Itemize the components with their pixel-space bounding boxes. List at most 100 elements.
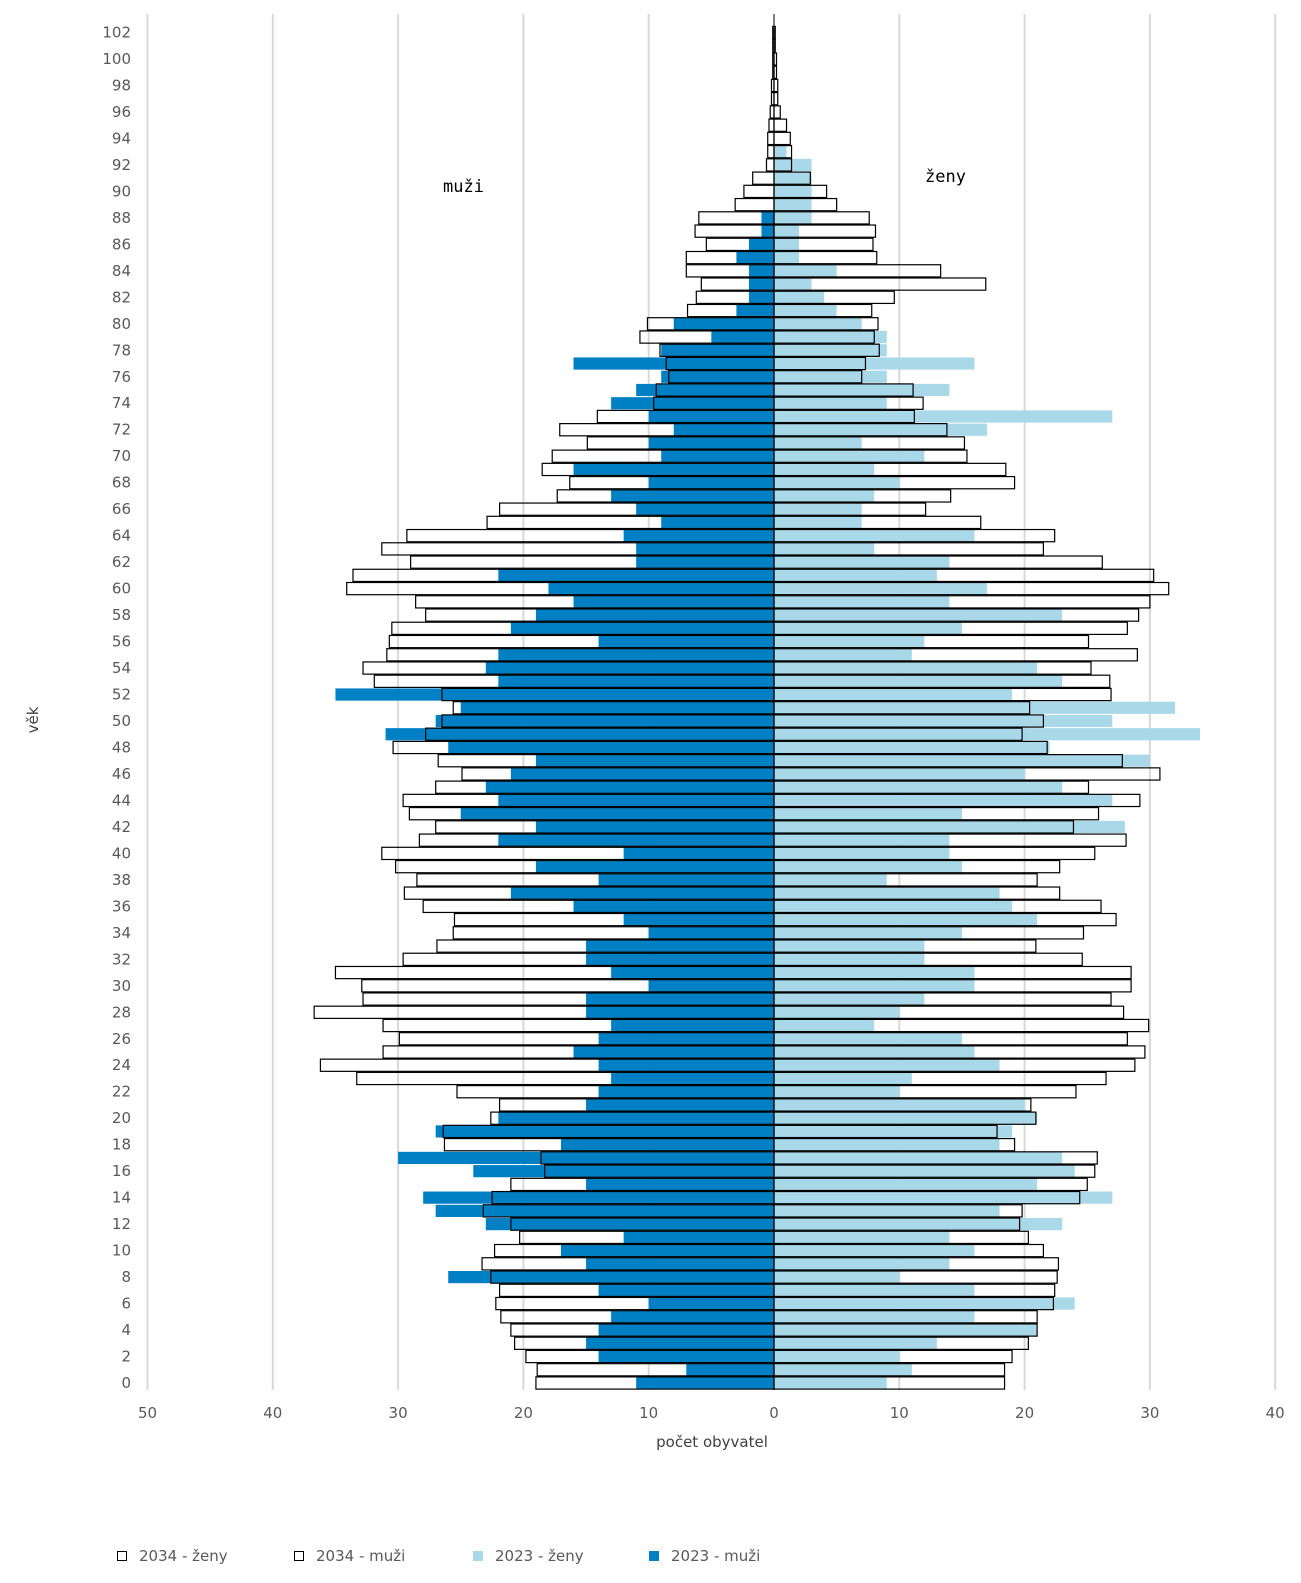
y-tick-label: 22 bbox=[112, 1083, 131, 1101]
bar-2023-eny-age-1 bbox=[774, 1363, 912, 1376]
bar-2023-eny-age-51 bbox=[774, 701, 1175, 714]
bar-2023-eny-age-59 bbox=[774, 595, 950, 608]
bar-2023-mui-age-64 bbox=[623, 529, 774, 542]
bar-2023-eny-age-20 bbox=[774, 1112, 1038, 1125]
bar-2023-eny-age-44 bbox=[774, 794, 1113, 807]
bar-2023-mui-age-58 bbox=[535, 608, 774, 622]
bar-2023-mui-age-63 bbox=[636, 542, 774, 555]
y-tick-label: 8 bbox=[121, 1268, 131, 1286]
bar-2023-mui-age-77 bbox=[573, 357, 774, 370]
bar-2023-mui-age-81 bbox=[736, 304, 774, 317]
bar-2023-mui-age-44 bbox=[498, 794, 774, 807]
bar-2023-eny-age-41 bbox=[774, 834, 950, 847]
y-tick-label: 26 bbox=[112, 1030, 131, 1048]
x-tick-label: 0 bbox=[769, 1404, 779, 1422]
bar-2023-mui-age-88 bbox=[761, 211, 774, 224]
y-tick-label: 64 bbox=[112, 527, 131, 545]
y-axis-title: věk bbox=[24, 706, 42, 733]
bar-2023-mui-age-3 bbox=[586, 1337, 774, 1350]
bar-2023-mui-age-25 bbox=[573, 1045, 774, 1059]
bar-2023-mui-age-86 bbox=[748, 238, 774, 251]
bar-2023-mui-age-36 bbox=[573, 900, 774, 913]
bar-2023-mui-age-8 bbox=[448, 1270, 774, 1284]
x-axis-title: počet obyvatel bbox=[656, 1433, 768, 1451]
bar-2023-eny-age-37 bbox=[774, 887, 1000, 900]
bar-2023-eny-age-62 bbox=[774, 556, 950, 569]
bar-2023-mui-age-29 bbox=[586, 992, 774, 1006]
bar-2023-eny-age-72 bbox=[774, 423, 988, 436]
bar-2023-eny-age-88 bbox=[774, 211, 812, 224]
bar-2023-mui-age-41 bbox=[498, 834, 774, 847]
bar-2023-eny-age-4 bbox=[774, 1323, 1038, 1337]
bar-2023-eny-age-73 bbox=[774, 410, 1113, 423]
y-tick-label: 66 bbox=[112, 500, 131, 518]
y-tick-label: 18 bbox=[112, 1136, 131, 1154]
x-tick-labels: 50 40 30 20 10 0 10 20 30 40 bbox=[138, 1404, 1285, 1422]
y-tick-label: 60 bbox=[112, 580, 131, 598]
y-tick-label: 46 bbox=[112, 765, 131, 783]
bar-2023-mui-age-27 bbox=[611, 1019, 774, 1032]
bar-2034-mui-age-95 bbox=[768, 118, 775, 132]
bar-2023-mui-age-4 bbox=[598, 1323, 774, 1337]
bar-2034-mui-age-96 bbox=[769, 105, 775, 119]
bar-2023-eny-age-27 bbox=[774, 1019, 875, 1032]
bar-2023-mui-age-87 bbox=[761, 225, 774, 238]
bar-2023-eny-age-9 bbox=[774, 1257, 950, 1270]
y-tick-label: 82 bbox=[112, 288, 131, 306]
bar-2023-eny-age-2 bbox=[774, 1350, 900, 1363]
bar-2023-mui-age-43 bbox=[460, 807, 774, 820]
bar-2023-eny-age-52 bbox=[774, 688, 1013, 701]
bar-2034-mui-age-91 bbox=[752, 171, 775, 185]
y-tick-label: 20 bbox=[112, 1109, 131, 1127]
x-tick-label: 20 bbox=[514, 1404, 533, 1422]
bar-2023-mui-age-24 bbox=[598, 1059, 774, 1072]
bar-2023-mui-age-32 bbox=[586, 953, 774, 966]
bar-2023-mui-age-65 bbox=[661, 516, 774, 529]
bar-2034-mui-age-93 bbox=[767, 144, 775, 159]
bar-2023-eny-age-12 bbox=[774, 1218, 1063, 1231]
bar-2023-eny-age-34 bbox=[774, 926, 962, 939]
legend-label: 2034 - muži bbox=[316, 1547, 406, 1565]
left-group-label: muži bbox=[443, 177, 484, 197]
bar-2023-mui-age-46 bbox=[510, 767, 774, 781]
bar-2023-mui-age-31 bbox=[611, 966, 774, 979]
bar-2023-mui-age-37 bbox=[510, 887, 774, 900]
bar-2023-mui-age-74 bbox=[611, 397, 774, 410]
y-tick-label: 24 bbox=[112, 1056, 131, 1074]
legend-swatch bbox=[473, 1551, 483, 1561]
bar-2023-eny-age-70 bbox=[774, 450, 925, 463]
bar-2023-eny-age-75 bbox=[774, 383, 950, 397]
y-tick-label: 38 bbox=[112, 871, 131, 889]
bar-2034-mui-age-90 bbox=[743, 184, 775, 199]
bar-2023-eny-age-76 bbox=[774, 370, 887, 383]
y-tick-label: 96 bbox=[112, 103, 131, 121]
bar-2023-eny-age-33 bbox=[774, 939, 925, 953]
bar-2023-eny-age-0 bbox=[774, 1376, 887, 1390]
bar-2023-eny-age-53 bbox=[774, 675, 1063, 688]
bar-2023-eny-age-21 bbox=[774, 1098, 1025, 1112]
bar-2023-eny-age-49 bbox=[774, 728, 1201, 741]
bar-2034-mui-age-92 bbox=[765, 158, 775, 172]
y-tick-label: 10 bbox=[112, 1242, 131, 1260]
bar-2023-eny-age-5 bbox=[774, 1310, 975, 1323]
y-tick-label: 56 bbox=[112, 633, 131, 651]
bar-2023-eny-age-7 bbox=[774, 1284, 975, 1297]
bar-2023-eny-age-47 bbox=[774, 754, 1150, 767]
bar-2023-eny-age-13 bbox=[774, 1204, 1000, 1217]
bar-2023-mui-age-26 bbox=[598, 1032, 774, 1045]
bar-2023-eny-age-40 bbox=[774, 847, 950, 860]
x-tick-label: 40 bbox=[263, 1404, 282, 1422]
bar-2023-mui-age-55 bbox=[498, 648, 774, 661]
bar-2023-eny-age-50 bbox=[774, 714, 1113, 728]
bar-2023-eny-age-78 bbox=[774, 344, 887, 357]
y-tick-label: 78 bbox=[112, 341, 131, 359]
bar-2023-eny-age-63 bbox=[774, 542, 875, 555]
bar-2023-mui-age-9 bbox=[586, 1257, 774, 1270]
bar-2023-eny-age-48 bbox=[774, 741, 1050, 754]
bar-2034-eny-age-96 bbox=[773, 105, 781, 119]
bar-2023-eny-age-14 bbox=[774, 1191, 1113, 1204]
y-tick-label: 44 bbox=[112, 791, 131, 809]
bar-2023-eny-age-28 bbox=[774, 1006, 900, 1019]
y-tick-label: 90 bbox=[112, 182, 131, 200]
bar-2023-eny-age-11 bbox=[774, 1231, 950, 1244]
